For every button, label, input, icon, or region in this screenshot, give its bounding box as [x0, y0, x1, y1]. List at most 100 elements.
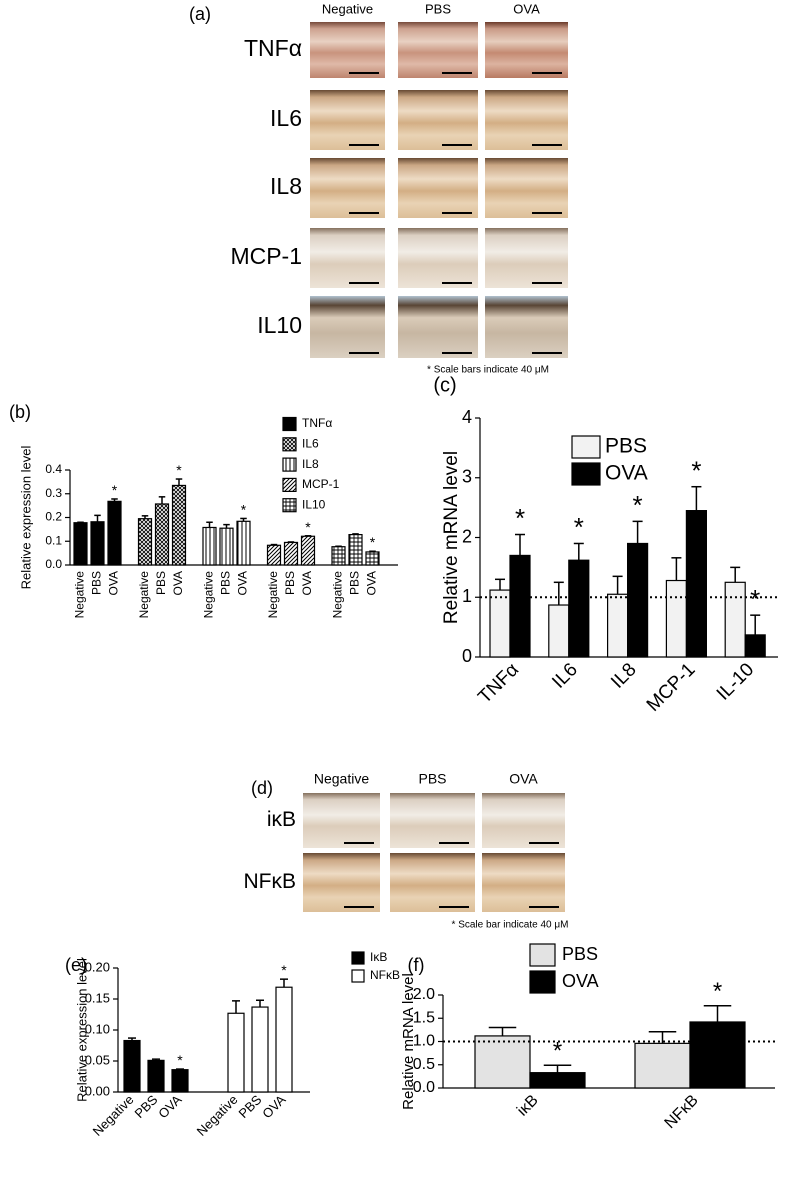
y-tick-label: 0.4: [45, 462, 62, 476]
bar: [331, 546, 346, 566]
x-tick-label: IL6: [548, 659, 582, 693]
bar: [147, 1059, 165, 1093]
legend-label: IL10: [302, 497, 326, 511]
bar: [275, 986, 293, 1093]
bar: [665, 579, 688, 658]
row-label: IL10: [257, 312, 302, 338]
micrograph: [310, 22, 385, 78]
x-tick-label: OVA: [171, 571, 185, 595]
micrograph: [485, 158, 568, 218]
legend-swatch: [282, 416, 297, 432]
micrograph: [482, 793, 565, 848]
legend-label: PBS: [605, 435, 647, 458]
x-tick-label: OVA: [300, 571, 314, 595]
y-tick-label: 4: [462, 407, 472, 427]
legend-swatch: [571, 462, 601, 486]
x-tick-label: Negative: [137, 571, 151, 619]
legend-label: OVA: [605, 462, 648, 485]
significance-marker: *: [241, 501, 247, 517]
x-tick-label: TNFα: [474, 659, 523, 708]
row-label: IL6: [270, 105, 302, 131]
micrograph: [303, 793, 380, 848]
x-tick-label: iκB: [514, 1092, 542, 1120]
row-label: NFκB: [244, 870, 297, 893]
legend-label: IL8: [302, 457, 319, 471]
panel-label: (b): [9, 402, 31, 422]
row-label: MCP-1: [230, 243, 302, 269]
micrograph: [310, 90, 385, 150]
bar: [219, 527, 234, 566]
bar: [568, 559, 590, 658]
legend-swatch: [351, 951, 365, 965]
x-tick-label: PBS: [236, 1092, 265, 1121]
micrograph: [398, 90, 478, 150]
micrograph: [310, 228, 385, 288]
y-tick-label: 0: [462, 646, 472, 666]
panel-label: (a): [189, 4, 211, 24]
bar: [171, 484, 187, 566]
bar: [300, 535, 316, 566]
y-tick-label: 0.1: [45, 533, 62, 547]
micrograph: [485, 90, 568, 150]
bar: [724, 581, 746, 658]
significance-marker: *: [553, 1037, 562, 1064]
row-label: TNFα: [244, 35, 302, 61]
legend-swatch: [571, 435, 601, 459]
micrograph: [398, 228, 478, 288]
y-tick-label: 0.10: [85, 1021, 110, 1036]
micrograph: [485, 296, 568, 358]
legend-swatch: [351, 969, 365, 983]
column-header: PBS: [425, 1, 451, 16]
micrograph: [310, 158, 385, 218]
bar: [90, 521, 105, 566]
micrograph: [398, 22, 478, 78]
x-tick-label: OVA: [365, 571, 379, 595]
significance-marker: *: [176, 462, 182, 478]
bar: [606, 593, 629, 658]
bar: [73, 522, 88, 566]
y-tick-label: 0.3: [45, 486, 62, 500]
micrograph: [398, 158, 478, 218]
x-tick-label: OVA: [155, 1092, 185, 1122]
y-tick-label: 0.2: [45, 510, 62, 524]
x-tick-label: IL-10: [713, 659, 758, 704]
x-tick-label: OVA: [107, 571, 121, 595]
legend-label: NFκB: [370, 968, 400, 982]
micrograph: [485, 22, 568, 78]
bar: [626, 542, 649, 658]
y-tick-label: 0.05: [85, 1052, 110, 1067]
legend-swatch: [529, 943, 556, 967]
significance-marker: *: [370, 534, 376, 550]
x-tick-label: IL8: [607, 659, 641, 693]
x-tick-label: NFκB: [662, 1092, 702, 1132]
legend-label: TNFα: [302, 416, 332, 430]
legend-swatch: [282, 457, 297, 472]
y-tick-label: 1.5: [413, 1009, 435, 1026]
legend-label: IL6: [302, 436, 319, 450]
bar: [123, 1039, 141, 1093]
y-tick-label: 0.15: [85, 990, 110, 1005]
x-tick-label: PBS: [283, 571, 297, 595]
bar: [489, 589, 511, 658]
y-tick-label: 2.0: [413, 986, 435, 1003]
micrograph: [398, 296, 478, 358]
scale-note: * Scale bar indicate 40 μM: [452, 920, 569, 931]
y-axis-label: Relative mRNA level: [441, 451, 462, 624]
x-tick-label: Negative: [73, 571, 87, 619]
row-label: IL8: [270, 173, 302, 199]
bar: [251, 1006, 269, 1093]
column-header: OVA: [513, 1, 540, 16]
micrograph: [303, 853, 380, 912]
x-tick-label: PBS: [219, 571, 233, 595]
significance-marker: *: [691, 455, 701, 485]
panel-label: (e): [65, 955, 87, 975]
bar: [283, 541, 299, 566]
panel-label: (d): [251, 778, 273, 798]
column-header: Negative: [314, 771, 369, 787]
bar: [529, 1072, 586, 1089]
x-tick-label: Negative: [202, 571, 216, 619]
panel-label: (c): [433, 374, 456, 396]
significance-marker: *: [281, 962, 287, 978]
bar: [202, 526, 217, 566]
